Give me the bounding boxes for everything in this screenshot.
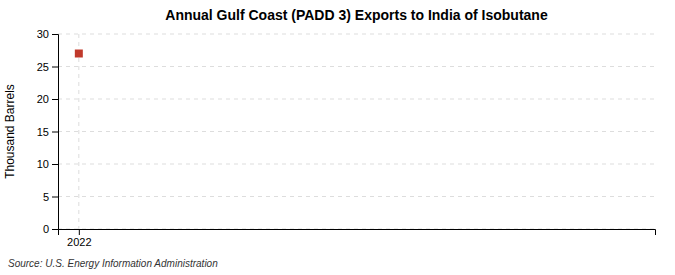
y-tick: 30 (37, 28, 58, 40)
x-axis-line (59, 230, 656, 236)
y-grid-line (58, 66, 655, 67)
y-tick-mark (52, 99, 58, 100)
x-tick-mark (79, 229, 80, 235)
y-tick-label: 0 (43, 223, 49, 235)
y-tick-mark (52, 67, 58, 68)
x-grid-line (78, 34, 79, 229)
y-tick: 0 (43, 223, 58, 235)
y-tick-label: 20 (37, 93, 49, 105)
y-grid-line (58, 99, 655, 100)
y-tick-mark (52, 229, 58, 230)
y-tick-mark (52, 34, 58, 35)
x-axis: 2022 (59, 229, 656, 248)
y-tick-mark (52, 164, 58, 165)
y-grid-line (58, 34, 655, 35)
y-tick-label: 10 (37, 158, 49, 170)
y-tick: 20 (37, 93, 58, 105)
y-tick-label: 30 (37, 28, 49, 40)
y-tick: 10 (37, 158, 58, 170)
y-tick-label: 15 (37, 126, 49, 138)
chart: 2022 0 5 10 15 20 25 30 Annual Gulf Coast (PADD … (0, 0, 675, 275)
y-grid-line (58, 131, 655, 132)
y-axis-title: Thousand Barrels (3, 84, 17, 179)
y-tick-label: 25 (37, 61, 49, 73)
x-tick: 2022 (67, 229, 91, 248)
x-tick-label: 2022 (67, 236, 91, 248)
title: Annual Gulf Coast (PADD 3) Exports to In… (165, 7, 548, 23)
y-tick: 5 (43, 191, 58, 203)
y-grid-line (58, 196, 655, 197)
plot-area: 2022 0 5 10 15 20 25 30 (37, 28, 656, 248)
annotation: Source: U.S. Energy Information Administ… (8, 258, 218, 269)
y-tick: 25 (37, 61, 58, 73)
y-axis-line (52, 35, 59, 230)
y-tick-label: 5 (43, 191, 49, 203)
y-tick: 15 (37, 126, 58, 138)
y-tick-mark (52, 132, 58, 133)
grid (58, 34, 655, 229)
y-axis: 0 5 10 15 20 25 30 (37, 28, 59, 235)
marks (75, 50, 83, 58)
y-tick-mark (52, 197, 58, 198)
point (75, 50, 83, 58)
y-grid-line (58, 164, 655, 165)
